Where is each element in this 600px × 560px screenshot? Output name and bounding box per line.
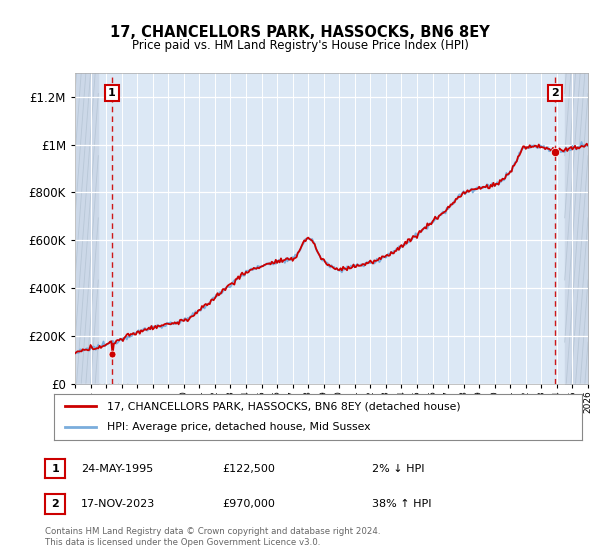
Text: 17-NOV-2023: 17-NOV-2023 (81, 499, 155, 509)
Text: Contains HM Land Registry data © Crown copyright and database right 2024.
This d: Contains HM Land Registry data © Crown c… (45, 527, 380, 547)
Text: 38% ↑ HPI: 38% ↑ HPI (372, 499, 431, 509)
Text: 17, CHANCELLORS PARK, HASSOCKS, BN6 8EY: 17, CHANCELLORS PARK, HASSOCKS, BN6 8EY (110, 25, 490, 40)
Text: HPI: Average price, detached house, Mid Sussex: HPI: Average price, detached house, Mid … (107, 422, 370, 432)
Text: 17, CHANCELLORS PARK, HASSOCKS, BN6 8EY (detached house): 17, CHANCELLORS PARK, HASSOCKS, BN6 8EY … (107, 401, 460, 411)
Text: 24-MAY-1995: 24-MAY-1995 (81, 464, 153, 474)
Text: 1: 1 (52, 464, 59, 474)
Text: 2: 2 (551, 88, 559, 98)
Text: 2: 2 (52, 499, 59, 509)
Text: Price paid vs. HM Land Registry's House Price Index (HPI): Price paid vs. HM Land Registry's House … (131, 39, 469, 52)
Text: £970,000: £970,000 (222, 499, 275, 509)
Text: £122,500: £122,500 (222, 464, 275, 474)
Text: 2% ↓ HPI: 2% ↓ HPI (372, 464, 425, 474)
Text: 1: 1 (108, 88, 116, 98)
